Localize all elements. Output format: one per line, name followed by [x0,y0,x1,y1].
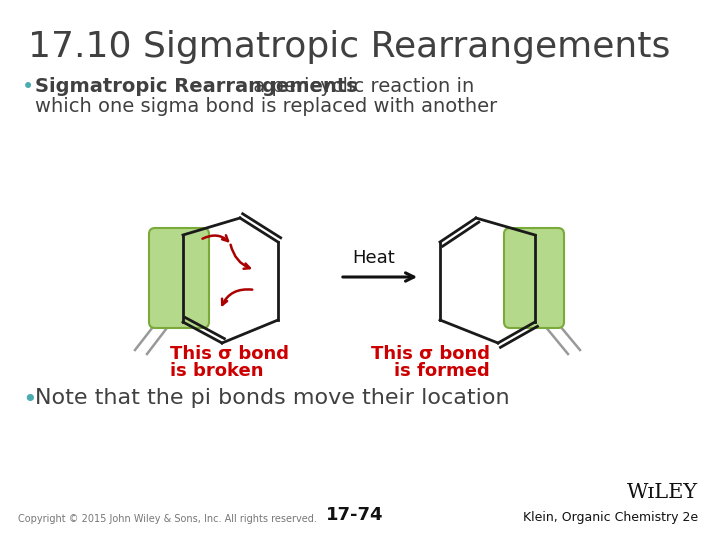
FancyBboxPatch shape [149,228,209,328]
Text: 17.10 Sigmatropic Rearrangements: 17.10 Sigmatropic Rearrangements [28,30,670,64]
Text: Klein, Organic Chemistry 2e: Klein, Organic Chemistry 2e [523,511,698,524]
Text: This σ bond: This σ bond [371,345,490,363]
FancyBboxPatch shape [504,228,564,328]
Text: is broken: is broken [170,362,264,380]
Text: This σ bond: This σ bond [170,345,289,363]
Text: Heat: Heat [352,249,395,267]
Text: which one sigma bond is replaced with another: which one sigma bond is replaced with an… [35,97,498,116]
Text: Sigmatropic Rearrangements: Sigmatropic Rearrangements [35,77,358,96]
Text: WɪLEY: WɪLEY [627,483,698,502]
Text: •: • [22,77,35,97]
Text: •: • [22,388,37,412]
Text: 17-74: 17-74 [326,506,384,524]
Text: – a pericyclic reaction in: – a pericyclic reaction in [231,77,474,96]
Text: Copyright © 2015 John Wiley & Sons, Inc. All rights reserved.: Copyright © 2015 John Wiley & Sons, Inc.… [18,514,317,524]
Text: Note that the pi bonds move their location: Note that the pi bonds move their locati… [35,388,510,408]
Text: is formed: is formed [395,362,490,380]
